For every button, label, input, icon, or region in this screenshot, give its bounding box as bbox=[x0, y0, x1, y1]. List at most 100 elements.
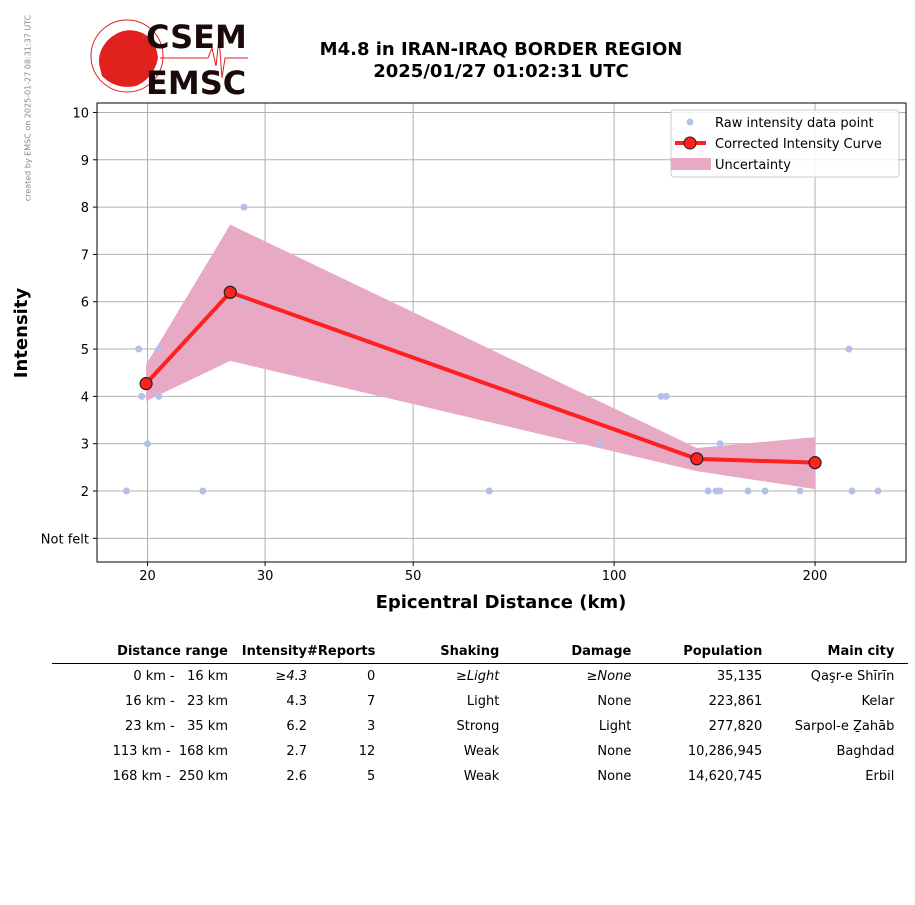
table-row: 16 km - 23 km 4.3 7 Light None 223,861 Kelar bbox=[52, 689, 908, 714]
table-cell: 0 km - 16 km bbox=[133, 669, 228, 684]
raw-data-point bbox=[138, 392, 146, 400]
table-cell: ≥Light bbox=[455, 669, 500, 684]
raw-data-point bbox=[155, 345, 163, 353]
table-cell: ≥None bbox=[586, 669, 632, 684]
raw-data-point bbox=[704, 487, 712, 495]
table-cell: Qaşr-e Shīrīn bbox=[810, 669, 895, 684]
y-tick-label: 6 bbox=[81, 296, 89, 311]
raw-data-point bbox=[716, 487, 724, 495]
table-cell: 23 km - 35 km bbox=[125, 719, 228, 734]
table-cell: None bbox=[597, 694, 632, 709]
curve-point bbox=[139, 377, 153, 391]
y-tick-label: 9 bbox=[81, 154, 89, 169]
table-cell: 16 km - 23 km bbox=[125, 694, 228, 709]
legend-curve-marker bbox=[683, 136, 697, 150]
table-cell: Weak bbox=[463, 744, 500, 759]
raw-data-point bbox=[874, 487, 882, 495]
legend-band-label: Uncertainty bbox=[715, 158, 791, 173]
table-cell: None bbox=[597, 744, 632, 759]
table-cell: Light bbox=[598, 719, 632, 734]
table-cell: 168 km - 250 km bbox=[112, 769, 228, 784]
table-row: 0 km - 16 km ≥4.3 0 ≥Light ≥None 35,135 Qaşr-e… bbox=[52, 664, 908, 690]
column-header: Shaking bbox=[375, 640, 500, 664]
corrected-intensity-curve bbox=[144, 289, 816, 465]
table-cell: 4.3 bbox=[286, 694, 307, 709]
y-tick-label: 10 bbox=[72, 106, 89, 121]
table-cell: None bbox=[597, 769, 632, 784]
table-cell: 7 bbox=[367, 694, 376, 709]
x-tick-label: 20 bbox=[139, 569, 156, 584]
chart-title-line2: 2025/01/27 01:02:31 UTC bbox=[373, 61, 629, 82]
table-row: 113 km - 168 km 2.7 12 Weak None 10,286,945 Ba… bbox=[52, 739, 908, 764]
table-cell: 6.2 bbox=[286, 719, 307, 734]
svg-text:EMSC: EMSC bbox=[146, 64, 246, 98]
column-header: Distance range bbox=[52, 640, 228, 664]
table-cell: Strong bbox=[456, 719, 500, 734]
table-cell: Weak bbox=[463, 769, 500, 784]
table-cell: 2.7 bbox=[286, 744, 307, 759]
y-tick-label: 8 bbox=[81, 201, 89, 216]
legend-curve-label: Corrected Intensity Curve bbox=[715, 137, 882, 152]
raw-data-point bbox=[845, 345, 853, 353]
table-cell: Sarpol-e Ẕahāb bbox=[794, 719, 895, 734]
raw-data-point bbox=[848, 487, 856, 495]
raw-data-point bbox=[796, 487, 804, 495]
column-header: Main city bbox=[762, 640, 909, 664]
raw-data-point bbox=[240, 298, 248, 306]
table-cell: Light bbox=[466, 694, 500, 709]
x-axis-label: Epicentral Distance (km) bbox=[376, 592, 627, 613]
raw-data-point bbox=[596, 440, 604, 448]
y-tick-label: 3 bbox=[81, 438, 89, 453]
svg-text:CSEM: CSEM bbox=[146, 18, 247, 56]
table-cell: 0 bbox=[367, 669, 376, 684]
table-cell: Erbil bbox=[865, 769, 895, 784]
raw-data-point bbox=[716, 440, 724, 448]
column-header: Damage bbox=[499, 640, 632, 664]
y-tick-label: 4 bbox=[81, 390, 89, 405]
raw-data-point bbox=[144, 440, 152, 448]
intensity-chart: 20 30 50 100 200 Not felt 2 3 4 5 6 7 8 9 10 Epicentra… bbox=[11, 102, 907, 613]
column-header: Population bbox=[631, 640, 763, 664]
chart-title-line1: M4.8 in IRAN-IRAQ BORDER REGION bbox=[319, 39, 683, 60]
y-tick-label: 5 bbox=[81, 343, 89, 358]
raw-data-point bbox=[761, 487, 769, 495]
table-cell: 223,861 bbox=[708, 694, 763, 709]
y-axis-label: Intensity bbox=[11, 288, 32, 379]
emsc-logo: CSEM EMSC bbox=[90, 18, 248, 98]
intensity-table: Distance range Intensity #Reports Shaking Da… bbox=[52, 640, 909, 789]
curve-point bbox=[808, 456, 822, 470]
x-tick-label: 30 bbox=[257, 569, 274, 584]
legend: Raw intensity data point Corrected Inten… bbox=[670, 109, 900, 178]
raw-data-point bbox=[135, 345, 143, 353]
column-header: Intensity bbox=[228, 640, 307, 664]
uncertainty-band bbox=[146, 224, 816, 490]
plot-frame bbox=[96, 102, 907, 563]
raw-data-point bbox=[657, 392, 665, 400]
y-tick-label: 2 bbox=[81, 485, 89, 500]
x-tick-label: 200 bbox=[803, 569, 828, 584]
table-cell: 277,820 bbox=[708, 719, 763, 734]
table-cell: 113 km - 168 km bbox=[112, 744, 228, 759]
table-row: 168 km - 250 km 2.6 5 Weak None 14,620,745 Erb… bbox=[52, 764, 908, 789]
table-cell: 3 bbox=[367, 719, 376, 734]
table-row: 23 km - 35 km 6.2 3 Strong Light 277,820 Sarpo… bbox=[52, 714, 908, 739]
column-header: #Reports bbox=[307, 640, 376, 664]
x-tick-label: 100 bbox=[602, 569, 627, 584]
x-tick-label: 50 bbox=[405, 569, 422, 584]
raw-data-point bbox=[240, 203, 248, 211]
table-cell: 10,286,945 bbox=[687, 744, 763, 759]
table-cell: 12 bbox=[358, 744, 376, 759]
legend-raw-marker bbox=[686, 118, 694, 126]
table-cell: ≥4.3 bbox=[275, 669, 307, 684]
table-cell: 35,135 bbox=[716, 669, 763, 684]
legend-raw-label: Raw intensity data point bbox=[715, 116, 874, 131]
table-cell: Baghdad bbox=[836, 744, 895, 759]
raw-data-point bbox=[155, 392, 163, 400]
curve-point bbox=[223, 285, 237, 299]
raw-data-point bbox=[199, 487, 207, 495]
raw-data-point bbox=[485, 487, 493, 495]
raw-data-point bbox=[662, 392, 670, 400]
raw-data-point bbox=[744, 487, 752, 495]
table-cell: 14,620,745 bbox=[687, 769, 763, 784]
raw-data-point bbox=[123, 487, 131, 495]
